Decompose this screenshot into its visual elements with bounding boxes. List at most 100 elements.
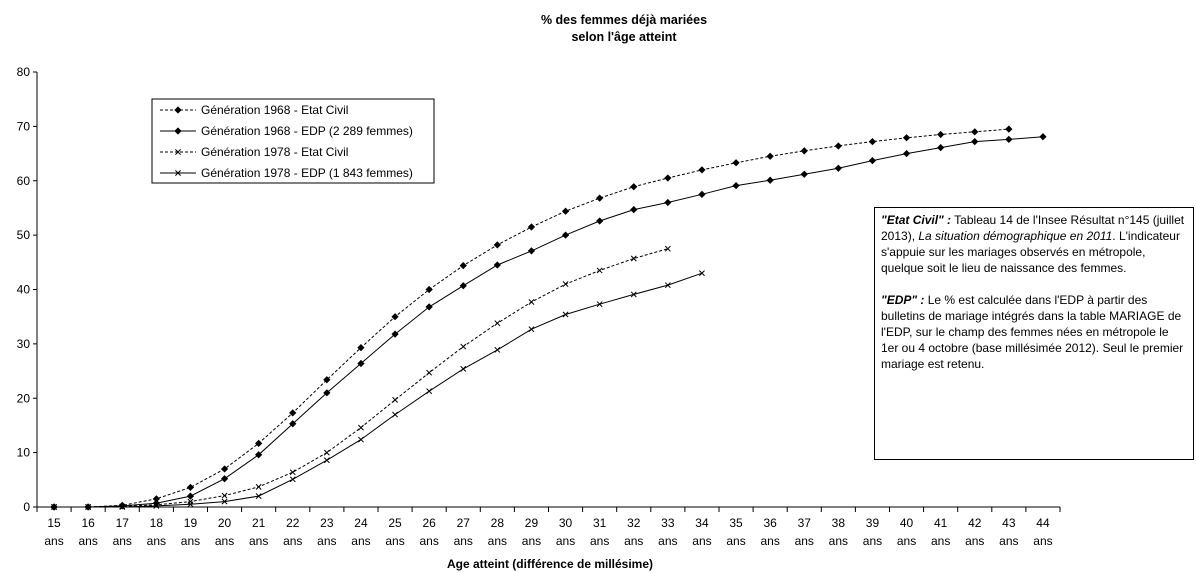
note-edp-text: Le % est calculée dans l'EDP à partir de… (881, 293, 1184, 371)
data-point (323, 389, 331, 397)
x-tick-label: 40 (900, 516, 914, 530)
chart-title: % des femmes déjà mariées (541, 13, 707, 27)
y-tick-label: 80 (17, 65, 31, 79)
data-point (630, 205, 638, 214)
series-line-3 (54, 248, 669, 508)
x-tick-label: 17 (116, 516, 130, 530)
data-point (902, 134, 911, 142)
legend-label-2: Génération 1968 - EDP (2 289 femmes) (201, 124, 413, 138)
note-etat-civil-key: "Etat Civil" : (881, 213, 952, 227)
data-point (766, 176, 774, 184)
data-point (937, 130, 945, 139)
legend-marker-3 (175, 149, 181, 155)
data-point (289, 409, 297, 417)
x-tick-label: 30 (559, 516, 573, 530)
note-etat-civil: "Etat Civil" : Tableau 14 de l'Insee Rés… (881, 212, 1187, 276)
data-point (596, 217, 604, 225)
x-tick-label: 20 (218, 516, 232, 530)
legend-marker-2 (174, 127, 182, 135)
data-point (800, 170, 808, 178)
data-point (732, 182, 740, 190)
data-point (187, 498, 194, 505)
data-point (357, 424, 364, 431)
x-tick-unit-label: ans (181, 534, 200, 548)
data-point (255, 451, 263, 459)
data-point (357, 359, 365, 368)
data-point (664, 282, 671, 289)
x-tick-unit-label: ans (760, 534, 779, 548)
data-point (800, 147, 808, 155)
data-point (426, 369, 433, 376)
data-point (119, 504, 126, 510)
note-etat-civil-text1: Tableau 14 de l'Insee Résultat n°145 (ju… (881, 213, 1185, 243)
data-point (527, 223, 536, 231)
x-tick-label: 22 (286, 516, 300, 530)
data-point (527, 247, 536, 255)
x-tick-unit-label: ans (863, 534, 882, 548)
x-tick-unit-label: ans (385, 534, 404, 548)
data-point (493, 241, 501, 249)
data-point (868, 157, 877, 165)
x-tick-unit-label: ans (1033, 534, 1052, 548)
legend-box (151, 98, 435, 184)
data-point (1005, 125, 1013, 133)
x-tick-label: 24 (354, 516, 368, 530)
data-point (255, 493, 262, 500)
x-tick-unit-label: ans (351, 534, 370, 548)
data-point (1039, 133, 1047, 141)
data-point (459, 261, 467, 270)
x-tick-unit-label: ans (44, 534, 63, 548)
data-point (153, 501, 160, 508)
data-point (596, 301, 603, 308)
x-tick-unit-label: ans (78, 534, 97, 548)
data-point (459, 282, 467, 290)
y-tick-label: 30 (17, 337, 31, 351)
x-tick-unit-label: ans (658, 534, 677, 548)
data-point (51, 504, 58, 510)
x-tick-label: 27 (457, 516, 471, 530)
x-tick-unit-label: ans (522, 534, 541, 548)
legend-label-1: Génération 1968 - Etat Civil (201, 103, 348, 117)
data-point (664, 245, 671, 252)
note-edp: "EDP" : Le % est calculée dans l'EDP à p… (881, 292, 1187, 372)
data-point (323, 449, 330, 456)
data-point (868, 137, 877, 146)
series-line-4 (54, 272, 703, 508)
data-point (732, 159, 740, 167)
data-point (971, 137, 979, 146)
data-point (698, 190, 706, 198)
series-1 (50, 125, 1013, 511)
x-axis-label: Age atteint (différence de millésime) (447, 557, 653, 571)
x-tick-label: 21 (252, 516, 266, 530)
data-point (187, 501, 194, 508)
x-tick-unit-label: ans (931, 534, 950, 548)
data-point (562, 281, 569, 288)
data-point (630, 255, 637, 262)
data-point (596, 267, 603, 274)
series-line-2 (54, 136, 1044, 508)
data-point (766, 152, 774, 160)
x-tick-label: 36 (763, 516, 777, 530)
x-tick-label: 26 (422, 516, 436, 530)
x-tick-label: 16 (81, 516, 95, 530)
data-point (494, 320, 501, 327)
y-tick-label: 20 (17, 391, 31, 405)
axes: 0 10 20 30 40 50 60 70 80 15 ans 16 ans 17 ans 18 ans 19 a… (17, 65, 1061, 548)
series-4 (51, 270, 705, 510)
x-tick-unit-label: ans (147, 534, 166, 548)
data-point (1005, 135, 1013, 144)
data-point (460, 343, 467, 350)
note-etat-civil-title: La situation démographique en 2011 (918, 229, 1113, 243)
x-tick-label: 35 (729, 516, 743, 530)
x-tick-unit-label: ans (113, 534, 132, 548)
data-point (323, 457, 330, 464)
data-point (391, 313, 399, 321)
data-point (698, 270, 705, 277)
x-tick-unit-label: ans (897, 534, 916, 548)
x-tick-label: 39 (866, 516, 880, 530)
x-tick-label: 23 (320, 516, 334, 530)
x-tick-unit-label: ans (829, 534, 848, 548)
data-point (255, 483, 262, 490)
note-edp-key: "EDP" : (881, 293, 925, 307)
data-point (392, 411, 399, 418)
